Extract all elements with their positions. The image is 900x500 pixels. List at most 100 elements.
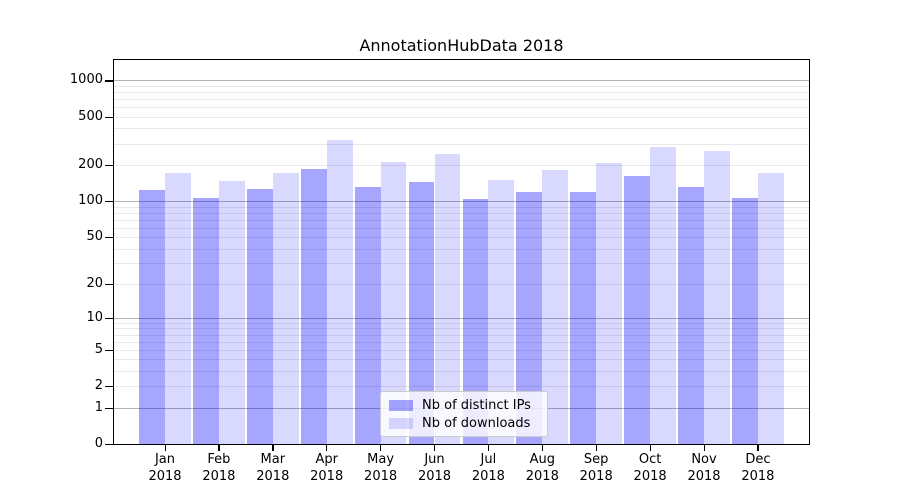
y-tick-label: 2 bbox=[94, 378, 103, 394]
x-tick-label: Mar 2018 bbox=[256, 452, 290, 484]
y-tick-label: 0 bbox=[94, 436, 103, 451]
bar-mar-distinct-ips bbox=[246, 188, 273, 444]
gridline-minor bbox=[114, 164, 809, 166]
y-tick-mark bbox=[105, 164, 113, 167]
y-tick-mark bbox=[105, 237, 113, 239]
x-tick-mark bbox=[757, 445, 759, 451]
legend-swatch-distinct-ips-icon bbox=[389, 399, 413, 411]
x-tick-label: Jan 2018 bbox=[148, 452, 182, 484]
y-tick-mark bbox=[105, 317, 113, 320]
x-tick-mark bbox=[218, 445, 220, 451]
x-tick-label: Nov 2018 bbox=[687, 452, 721, 484]
bar-oct-distinct-ips bbox=[624, 176, 651, 444]
y-tick-label: 5 bbox=[94, 341, 103, 357]
gridline-minor bbox=[114, 227, 809, 229]
x-tick-label: Jun 2018 bbox=[417, 452, 452, 484]
y-tick-label: 500 bbox=[78, 108, 103, 124]
gridline-minor bbox=[114, 128, 809, 130]
gridline-major bbox=[114, 317, 809, 319]
gridline-minor bbox=[114, 386, 809, 388]
gridline-minor bbox=[114, 206, 809, 208]
bar-nov-downloads bbox=[704, 151, 730, 444]
x-tick-label: Aug 2018 bbox=[525, 452, 559, 484]
bar-jan-downloads bbox=[165, 173, 191, 444]
x-tick-mark bbox=[272, 445, 274, 451]
gridline-minor bbox=[114, 328, 809, 330]
x-tick-label: Feb 2018 bbox=[202, 452, 236, 484]
legend-label-downloads: Nb of downloads bbox=[422, 415, 531, 431]
bar-apr-distinct-ips bbox=[300, 168, 327, 444]
legend-item-distinct-ips: Nb of distinct IPs bbox=[389, 397, 539, 413]
x-tick-label: Oct 2018 bbox=[633, 452, 667, 484]
gridline-major bbox=[114, 80, 809, 82]
bar-sep-downloads bbox=[596, 163, 623, 444]
gridline-minor bbox=[114, 107, 809, 109]
y-tick-mark bbox=[105, 80, 113, 82]
bar-may-distinct-ips bbox=[354, 187, 381, 444]
bar-mar-downloads bbox=[272, 172, 299, 444]
gridline-minor bbox=[114, 349, 809, 351]
y-tick-label: 10 bbox=[86, 309, 103, 325]
bar-oct-downloads bbox=[650, 147, 676, 444]
bar-nov-distinct-ips bbox=[678, 186, 704, 444]
bar-jan-distinct-ips bbox=[139, 189, 165, 444]
y-tick-mark bbox=[105, 116, 113, 119]
gridline-minor bbox=[114, 322, 809, 324]
gridline-major bbox=[114, 201, 809, 203]
bar-apr-downloads bbox=[326, 140, 353, 444]
gridline-minor bbox=[114, 283, 809, 285]
legend-label-distinct-ips: Nb of distinct IPs bbox=[422, 397, 531, 413]
y-tick-label: 1000 bbox=[69, 72, 103, 88]
gridline-minor bbox=[114, 219, 809, 221]
bar-dec-distinct-ips bbox=[732, 197, 758, 444]
y-tick-label: 20 bbox=[86, 275, 103, 291]
bar-feb-distinct-ips bbox=[193, 197, 219, 444]
gridline-minor bbox=[114, 92, 809, 94]
y-tick-mark bbox=[105, 349, 113, 351]
x-tick-mark bbox=[541, 445, 544, 451]
x-tick-mark bbox=[649, 445, 651, 451]
gridline-minor bbox=[114, 263, 809, 265]
y-tick-mark bbox=[105, 283, 113, 286]
x-tick-mark bbox=[164, 445, 166, 451]
x-tick-mark bbox=[595, 445, 597, 451]
y-tick-label: 1 bbox=[94, 399, 103, 415]
y-tick-mark bbox=[105, 386, 113, 388]
gridline-minor bbox=[114, 116, 809, 118]
gridline-minor bbox=[114, 85, 809, 87]
x-tick-label: Dec 2018 bbox=[741, 452, 775, 484]
x-tick-mark bbox=[703, 445, 705, 451]
y-tick-label: 200 bbox=[78, 156, 103, 172]
x-tick-mark bbox=[434, 445, 436, 451]
x-tick-mark bbox=[380, 445, 382, 451]
chart-title: AnnotationHubData 2018 bbox=[359, 36, 564, 55]
bar-sep-distinct-ips bbox=[570, 192, 597, 444]
x-tick-label: Sep 2018 bbox=[579, 452, 613, 484]
gridline-minor bbox=[114, 212, 809, 214]
gridline-minor bbox=[114, 248, 809, 250]
gridline-minor bbox=[114, 143, 809, 145]
y-tick-mark bbox=[105, 201, 113, 203]
x-tick-label: May 2018 bbox=[364, 452, 398, 484]
y-tick-mark bbox=[105, 407, 113, 409]
y-tick-label: 50 bbox=[86, 229, 103, 245]
bar-feb-downloads bbox=[218, 180, 245, 444]
bar-dec-downloads bbox=[757, 173, 784, 444]
legend-item-downloads: Nb of downloads bbox=[389, 415, 539, 431]
gridline-minor bbox=[114, 237, 809, 239]
y-tick-mark bbox=[105, 444, 113, 446]
gridline-minor bbox=[114, 99, 809, 101]
x-tick-mark bbox=[487, 445, 490, 451]
gridline-minor bbox=[114, 341, 809, 343]
gridline-minor bbox=[114, 334, 809, 336]
gridline-minor bbox=[114, 359, 809, 361]
gridline-minor bbox=[114, 371, 809, 373]
y-tick-label: 100 bbox=[78, 193, 103, 209]
x-tick-label: Jul 2018 bbox=[471, 452, 505, 484]
x-tick-mark bbox=[326, 445, 328, 451]
legend-swatch-downloads-icon bbox=[389, 417, 413, 429]
x-tick-label: Apr 2018 bbox=[310, 452, 344, 484]
plot-area: Nb of distinct IPs Nb of downloads bbox=[113, 59, 810, 445]
legend: Nb of distinct IPs Nb of downloads bbox=[380, 391, 548, 437]
